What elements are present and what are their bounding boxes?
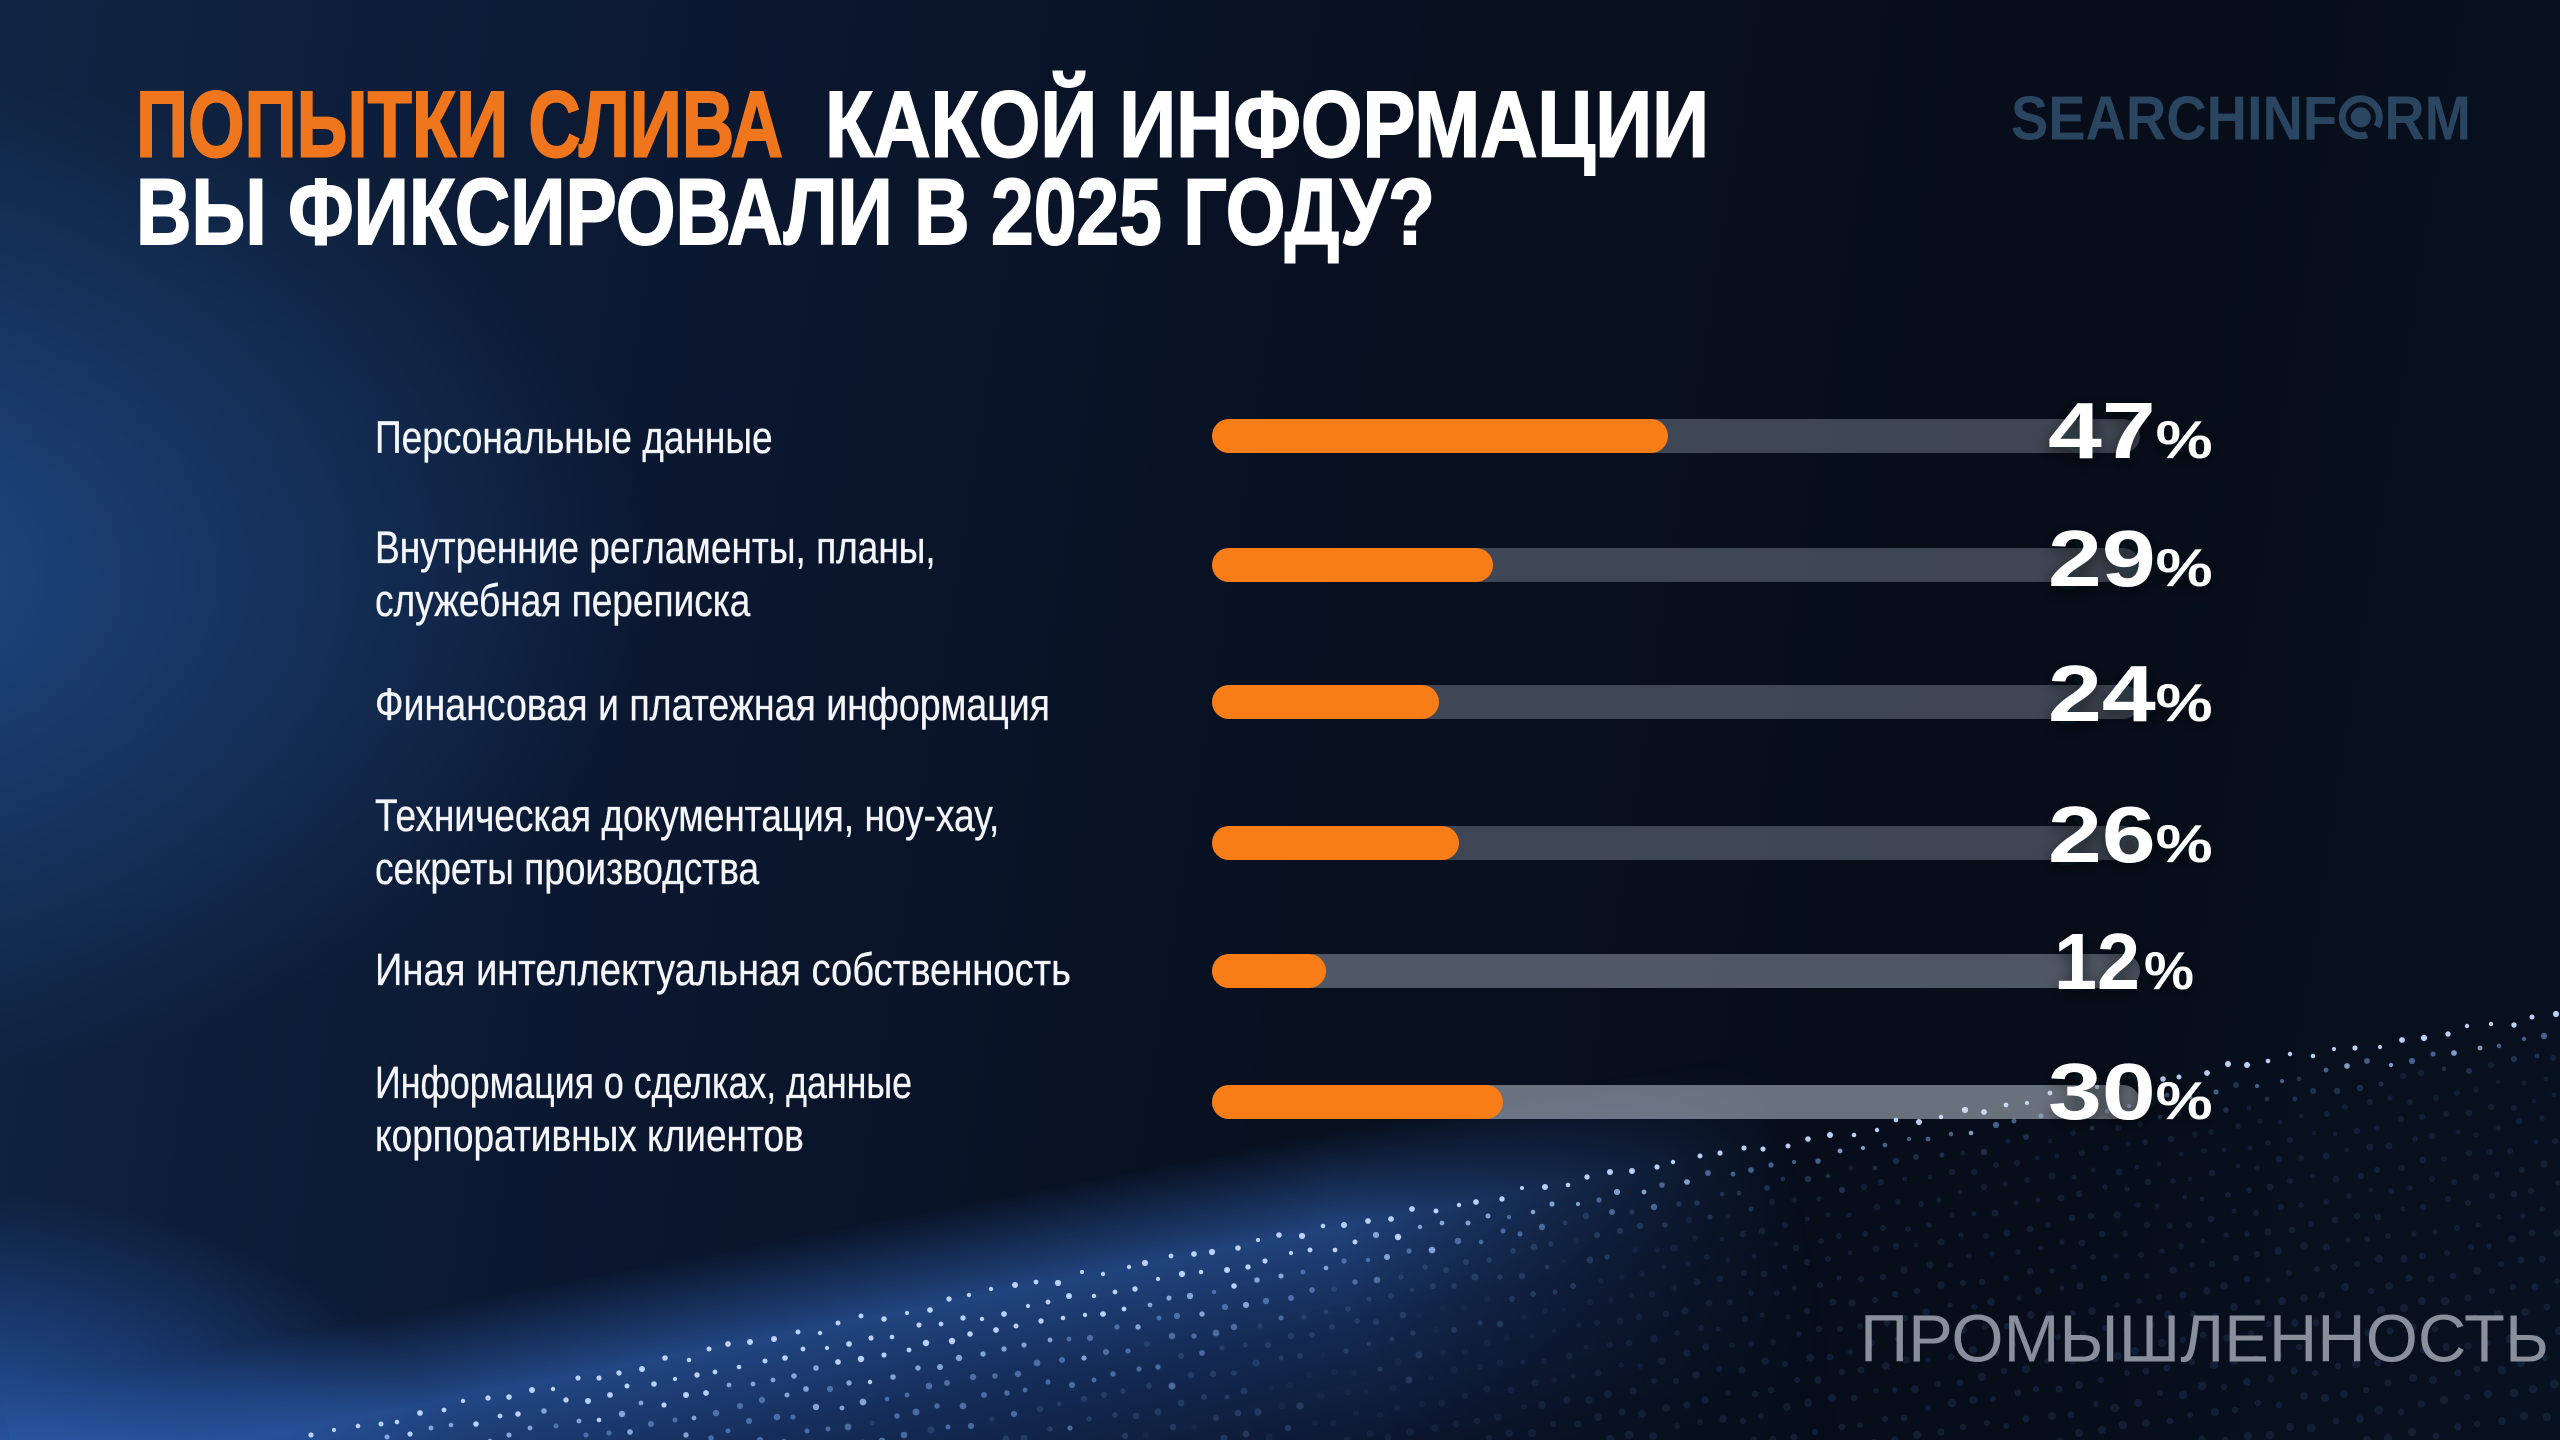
svg-text:Иная интеллектуальная собствен: Иная интеллектуальная собственность — [375, 944, 1071, 995]
svg-text:29: 29 — [2048, 514, 2156, 603]
svg-text:SEARCHINF: SEARCHINF — [2011, 84, 2337, 153]
svg-text:%: % — [2144, 942, 2194, 1001]
svg-text:%: % — [2156, 1072, 2213, 1131]
svg-text:ВЫ ФИКСИРОВАЛИ В 2025 ГОДУ?: ВЫ ФИКСИРОВАЛИ В 2025 ГОДУ? — [136, 159, 1435, 264]
svg-text:26: 26 — [2048, 790, 2156, 879]
svg-text:12: 12 — [2054, 917, 2140, 1006]
svg-text:24: 24 — [2048, 649, 2156, 738]
svg-text:Информация о сделках, данные: Информация о сделках, данные — [375, 1057, 912, 1108]
svg-text:ПРОМЫШЛЕННОСТЬ: ПРОМЫШЛЕННОСТЬ — [1860, 1302, 2549, 1377]
svg-text:47: 47 — [2048, 386, 2156, 475]
svg-text:ПОПЫТКИ СЛИВА: ПОПЫТКИ СЛИВА — [136, 72, 783, 177]
svg-text:Персональные данные: Персональные данные — [375, 412, 773, 463]
svg-text:Внутренние регламенты, планы,: Внутренние регламенты, планы, — [375, 522, 936, 573]
svg-text:30: 30 — [2048, 1047, 2156, 1136]
svg-text:КАКОЙ ИНФОРМАЦИИ: КАКОЙ ИНФОРМАЦИИ — [825, 71, 1709, 177]
svg-text:Финансовая и платежная информа: Финансовая и платежная информация — [375, 679, 1050, 730]
svg-text:%: % — [2156, 674, 2213, 733]
svg-text:служебная переписка: служебная переписка — [375, 575, 751, 626]
svg-text:%: % — [2156, 411, 2213, 470]
svg-text:%: % — [2156, 815, 2213, 874]
svg-text:%: % — [2156, 539, 2213, 598]
svg-text:корпоративных клиентов: корпоративных клиентов — [375, 1110, 804, 1161]
svg-text:секреты производства: секреты производства — [375, 843, 760, 894]
svg-text:RM: RM — [2384, 84, 2471, 153]
svg-text:Техническая документация, ноу-: Техническая документация, ноу-хау, — [375, 790, 999, 841]
